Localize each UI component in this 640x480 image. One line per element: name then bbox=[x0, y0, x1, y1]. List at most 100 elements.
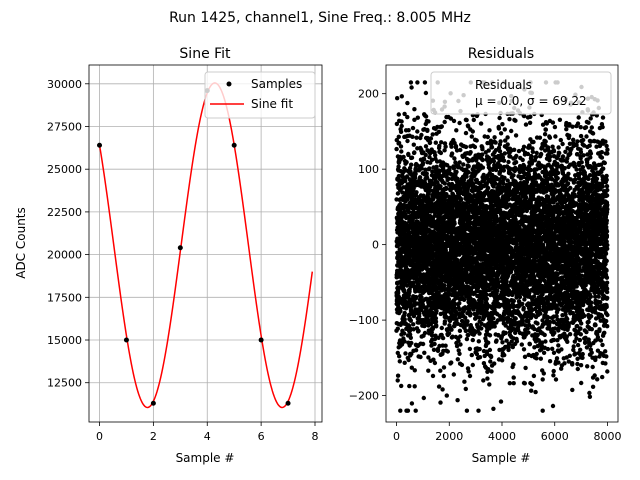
residual-point bbox=[466, 369, 471, 374]
residual-point bbox=[464, 174, 469, 179]
residual-point bbox=[499, 358, 505, 363]
residual-point bbox=[458, 334, 463, 339]
residual-point bbox=[435, 124, 440, 130]
residual-point bbox=[424, 175, 430, 180]
sine-fit-grid bbox=[89, 65, 322, 422]
residual-point bbox=[440, 335, 446, 341]
residual-point bbox=[443, 144, 448, 149]
residual-point bbox=[451, 166, 457, 171]
residual-point bbox=[466, 164, 471, 169]
residual-point bbox=[403, 178, 408, 184]
residuals-series bbox=[394, 80, 610, 413]
residual-point bbox=[433, 319, 439, 324]
residual-point bbox=[442, 141, 448, 146]
residual-point bbox=[461, 297, 467, 302]
residual-point bbox=[406, 357, 411, 363]
residual-point bbox=[422, 80, 428, 85]
legend-samples-marker bbox=[226, 81, 232, 87]
residual-point bbox=[507, 381, 512, 386]
residual-point bbox=[520, 301, 525, 307]
sine-fit-y-tick-label: 12500 bbox=[47, 377, 82, 390]
samples-series bbox=[97, 88, 291, 406]
residual-point bbox=[433, 140, 438, 145]
residual-point bbox=[449, 151, 455, 156]
residual-point bbox=[457, 351, 462, 356]
residual-point bbox=[409, 85, 414, 90]
residual-point bbox=[445, 349, 450, 354]
residual-point bbox=[484, 296, 489, 302]
residual-point bbox=[430, 373, 436, 379]
residual-point bbox=[439, 140, 444, 145]
residual-point bbox=[426, 368, 431, 373]
residual-point bbox=[438, 150, 444, 156]
residual-point bbox=[459, 362, 465, 368]
residual-point bbox=[498, 399, 504, 404]
residual-point bbox=[439, 124, 444, 129]
residual-point bbox=[491, 316, 496, 321]
residual-point bbox=[396, 290, 401, 295]
residual-point bbox=[395, 96, 400, 101]
residual-point bbox=[487, 333, 493, 338]
residual-point bbox=[428, 188, 433, 193]
sample-point bbox=[97, 142, 103, 148]
residual-point bbox=[399, 383, 404, 389]
residual-point bbox=[444, 192, 449, 197]
sine-fit-x-tick-label: 0 bbox=[96, 430, 103, 443]
residual-point bbox=[399, 119, 404, 124]
residual-point bbox=[462, 379, 467, 384]
sine-fit-x-tick-label: 8 bbox=[311, 430, 318, 443]
residual-point bbox=[429, 333, 435, 338]
residual-point bbox=[427, 140, 433, 145]
residual-point bbox=[465, 319, 470, 324]
residual-point bbox=[514, 339, 520, 344]
residual-point bbox=[442, 319, 448, 324]
residual-point bbox=[431, 347, 437, 352]
residual-point bbox=[409, 155, 415, 160]
residual-point bbox=[477, 331, 482, 336]
residual-point bbox=[484, 292, 489, 297]
residual-point bbox=[487, 128, 492, 133]
residual-point bbox=[433, 153, 438, 158]
residual-point bbox=[463, 328, 468, 334]
residuals-panel: Residuals 0 2000 4000 6000 8000 −200−1000100… bbox=[349, 46, 622, 465]
residual-point bbox=[412, 384, 417, 389]
residual-point bbox=[465, 333, 471, 338]
residual-point bbox=[414, 190, 419, 195]
figure-suptitle: Run 1425, channel1, Sine Freq.: 8.005 MH… bbox=[169, 10, 471, 26]
residual-point bbox=[405, 114, 410, 120]
sine-fit-line bbox=[98, 82, 314, 409]
residual-point bbox=[486, 340, 491, 345]
residual-point bbox=[470, 129, 475, 134]
residual-point bbox=[414, 294, 419, 300]
residual-point bbox=[461, 162, 466, 167]
residual-point bbox=[407, 165, 413, 171]
residual-point bbox=[411, 142, 416, 147]
residual-point bbox=[506, 347, 511, 353]
residual-point bbox=[458, 342, 463, 347]
residual-point bbox=[447, 318, 453, 324]
residual-point bbox=[452, 156, 457, 161]
residual-point bbox=[464, 322, 470, 327]
residual-point bbox=[480, 152, 485, 157]
residual-point bbox=[406, 152, 411, 158]
legend-samples-label: Samples bbox=[251, 77, 302, 91]
residual-point bbox=[414, 135, 419, 140]
residual-point bbox=[479, 299, 484, 305]
residual-point bbox=[420, 160, 426, 166]
residual-point bbox=[454, 169, 459, 175]
residual-point bbox=[480, 147, 485, 152]
residual-point bbox=[426, 318, 431, 323]
residual-point bbox=[474, 351, 480, 357]
residual-point bbox=[413, 408, 418, 413]
residual-point bbox=[509, 128, 514, 134]
residual-point bbox=[415, 115, 420, 120]
residual-point bbox=[409, 340, 414, 346]
residual-point bbox=[411, 322, 416, 327]
residual-point bbox=[454, 128, 459, 133]
residual-point bbox=[513, 316, 518, 321]
residual-point bbox=[430, 169, 435, 174]
residual-point bbox=[505, 142, 510, 147]
residual-point bbox=[442, 181, 447, 186]
residual-point bbox=[405, 408, 411, 413]
